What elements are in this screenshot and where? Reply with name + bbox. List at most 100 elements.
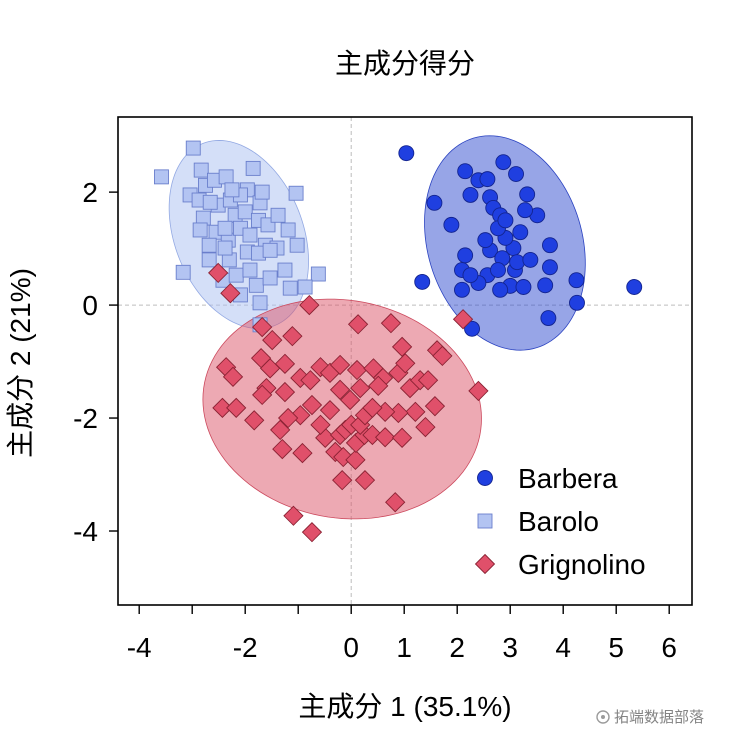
- barbera-point: [512, 224, 529, 241]
- barolo-point: [193, 162, 209, 178]
- grignolino-point: [292, 442, 313, 464]
- grignolino-point: [208, 262, 229, 284]
- y-axis-label: 主成分 2 (21%): [5, 268, 36, 458]
- grignolino-point: [385, 492, 406, 513]
- barbera-point: [568, 272, 585, 289]
- grignolino-point: [283, 505, 304, 526]
- barolo-point: [245, 160, 261, 176]
- barolo-point: [262, 242, 278, 258]
- grignolino-point: [252, 384, 273, 406]
- grignolino-point: [362, 424, 383, 446]
- barbera-point: [477, 232, 494, 249]
- barolo-point: [192, 222, 208, 238]
- grignolino-point: [282, 326, 303, 347]
- barolo-point: [224, 182, 240, 198]
- barolo-point: [248, 277, 264, 293]
- barolo-point: [217, 220, 233, 236]
- y-tick-label: 0: [82, 290, 98, 321]
- legend-label-barolo: Barolo: [518, 506, 599, 537]
- grignolino-point: [354, 470, 376, 491]
- barbera-point: [497, 212, 514, 229]
- x-tick-label: 6: [661, 632, 677, 663]
- grignolino-point: [329, 354, 351, 376]
- grignolino-point: [424, 396, 446, 417]
- barolo-point: [310, 266, 326, 282]
- barolo-point: [201, 237, 217, 253]
- barbera-point: [569, 294, 585, 311]
- grignolino-ellipse: [202, 298, 482, 520]
- barbera-point: [508, 166, 524, 182]
- barbera-point: [462, 186, 479, 203]
- barolo-point: [289, 237, 305, 253]
- barolo-point: [297, 279, 313, 295]
- barolo-legend-symbol: [477, 513, 493, 529]
- barolo-series: [154, 140, 326, 333]
- barbera-point: [414, 273, 431, 290]
- barbera-point: [540, 310, 557, 327]
- grignolino-point: [332, 470, 353, 491]
- x-tick-label: 5: [608, 632, 624, 663]
- barolo-point: [218, 169, 234, 185]
- barbera-point: [542, 259, 558, 276]
- watermark-text: 拓端数据部落: [614, 708, 704, 726]
- chart-title: 主成分得分: [335, 48, 475, 79]
- grignolino-point: [345, 449, 366, 470]
- data-points: [154, 140, 643, 543]
- grignolino-point: [244, 410, 265, 431]
- x-tick-label: 2: [449, 632, 465, 663]
- barbera-point: [492, 281, 509, 298]
- barbera-point: [537, 277, 554, 294]
- grignolino-point: [340, 389, 361, 411]
- barbera-point: [517, 202, 533, 219]
- grignolino-point: [270, 419, 291, 441]
- barbera-point: [462, 267, 479, 284]
- x-tick-label: 0: [343, 632, 359, 663]
- grignolino-point: [262, 329, 283, 351]
- x-tick-label: -2: [233, 632, 258, 663]
- grignolino-point: [319, 400, 341, 421]
- legend-marker-grignolino: [474, 553, 496, 575]
- grignolino-point: [391, 427, 413, 448]
- barolo-point: [270, 207, 286, 223]
- barolo-point: [254, 184, 270, 200]
- x-tick-label: 4: [555, 632, 571, 663]
- barbera-point: [509, 254, 526, 271]
- grignolino-series: [208, 262, 489, 543]
- grignolino-point: [310, 414, 331, 435]
- watermark: 拓端数据部落: [596, 708, 704, 726]
- barbera-point: [519, 186, 536, 203]
- barolo-point: [262, 270, 278, 286]
- barolo-point: [175, 264, 191, 280]
- barbera-point: [522, 251, 539, 268]
- grignolino-point: [212, 397, 233, 419]
- barolo-point: [288, 185, 304, 201]
- legend-label-barbera: Barbera: [518, 463, 618, 494]
- barbera-legend-symbol: [477, 470, 493, 486]
- grignolino-point: [347, 314, 369, 335]
- barolo-point: [237, 204, 253, 220]
- barbera-point: [398, 145, 415, 162]
- grignolino-point: [252, 316, 273, 338]
- watermark-logo-icon: [596, 710, 610, 724]
- grignolino-point: [350, 377, 371, 399]
- barolo-point: [252, 295, 268, 311]
- barolo-point: [242, 262, 258, 278]
- grignolino-point: [395, 353, 416, 374]
- barbera-point: [454, 281, 470, 298]
- grignolino-point: [417, 370, 439, 391]
- grignolino-point: [432, 345, 453, 367]
- grignolino-point: [272, 438, 293, 460]
- grignolino-point: [374, 427, 396, 448]
- barbera-point: [479, 171, 496, 188]
- grignolino-point: [415, 416, 436, 438]
- barbera-point: [457, 163, 474, 180]
- x-tick-label: -4: [127, 632, 152, 663]
- barolo-point: [217, 240, 233, 256]
- barbera-point: [490, 262, 506, 279]
- barbera-point: [443, 216, 460, 233]
- grignolino-point: [222, 366, 244, 387]
- barbera-point: [542, 237, 558, 254]
- y-tick-label: -2: [73, 403, 98, 434]
- grignolino-point: [301, 394, 323, 416]
